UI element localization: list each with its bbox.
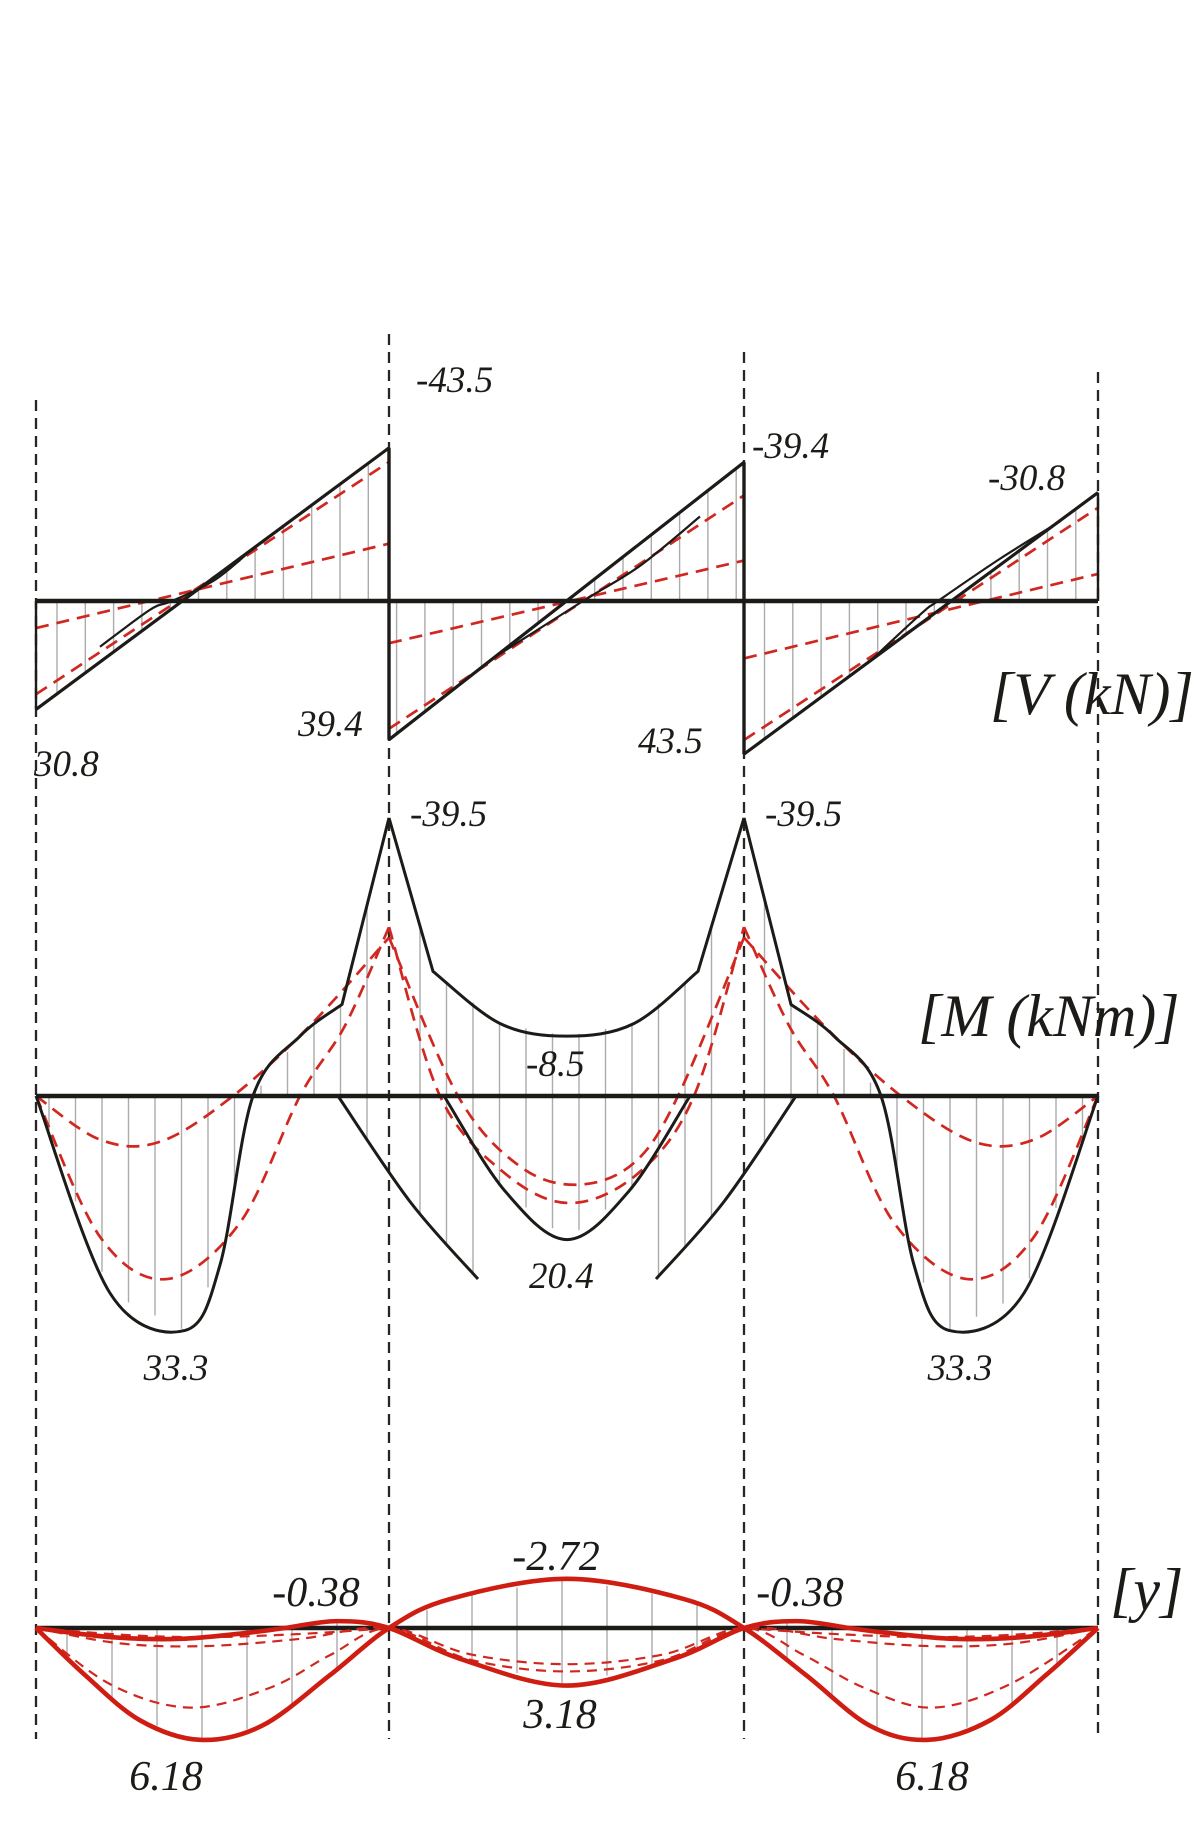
- moment-loadcase-dashed-curve: [742, 926, 1100, 1281]
- deflection-value-label: 6.18: [895, 1754, 969, 1800]
- moment-axis-label: [M (kNm)]: [918, 983, 1180, 1049]
- shear-value-label: 39.4: [297, 704, 363, 745]
- shear-loadcase-dashed-line: [35, 542, 390, 630]
- moment-curve-span1-envelope: [34, 817, 391, 1334]
- shear-value-label: -30.8: [988, 458, 1066, 499]
- deflection-envelope-curve: [35, 1618, 1099, 1688]
- shear-loadcase-dashed-line: [743, 572, 1099, 660]
- deflection-value-label: -0.38: [272, 1570, 360, 1616]
- moment-curve-span2-upper-envelope: [387, 817, 746, 1038]
- moment-value-label: -39.5: [410, 794, 487, 835]
- deflection-value-label: -2.72: [512, 1534, 600, 1580]
- moment-curve-span2-lower-envelope: [442, 1095, 692, 1242]
- moment-value-label: 20.4: [529, 1256, 594, 1297]
- shear-value-label: 43.5: [638, 721, 703, 762]
- shear-value-label: -43.5: [416, 360, 493, 401]
- moment-value-label: -39.5: [765, 794, 842, 835]
- shear-value-label: 30.8: [33, 744, 99, 785]
- moment-loadcase-dashed-curve: [387, 926, 746, 1205]
- deflection-loadcase-dashed-curve: [35, 1626, 1099, 1709]
- moment-curve-span2-steep-right: [654, 1095, 798, 1281]
- moment-value-label: 33.3: [143, 1348, 209, 1389]
- moment-loadcase-dashed-curve: [34, 926, 391, 1281]
- shear-envelope-secondary-line: [99, 547, 254, 648]
- deflection-value-label: 3.18: [522, 1692, 597, 1738]
- shear-line: [743, 491, 1099, 756]
- deflection-value-label: 6.18: [129, 1754, 203, 1800]
- deflection-axis-label: [y]: [1110, 1557, 1183, 1623]
- shear-loadcase-dashed-line: [388, 559, 745, 645]
- moment-value-label: 33.3: [927, 1348, 993, 1389]
- deflection-loadcase-dashed-curve: [35, 1626, 1099, 1673]
- deflection-envelope-curve: [34, 1576, 1100, 1743]
- deflection-value-label: -0.38: [756, 1570, 844, 1616]
- shear-envelope-secondary-line: [499, 515, 701, 655]
- moment-curve-span3-envelope: [742, 817, 1100, 1334]
- moment-loadcase-dashed-curve: [743, 936, 1099, 1148]
- moment-loadcase-dashed-curve: [35, 936, 391, 1148]
- shear-value-label: -39.4: [752, 426, 829, 467]
- shear-axis-label: [V (kN)]: [990, 661, 1194, 727]
- moment-value-label: -8.5: [526, 1044, 585, 1085]
- moment-curve-span2-steep-left: [336, 1095, 480, 1281]
- shear-line: [35, 446, 390, 711]
